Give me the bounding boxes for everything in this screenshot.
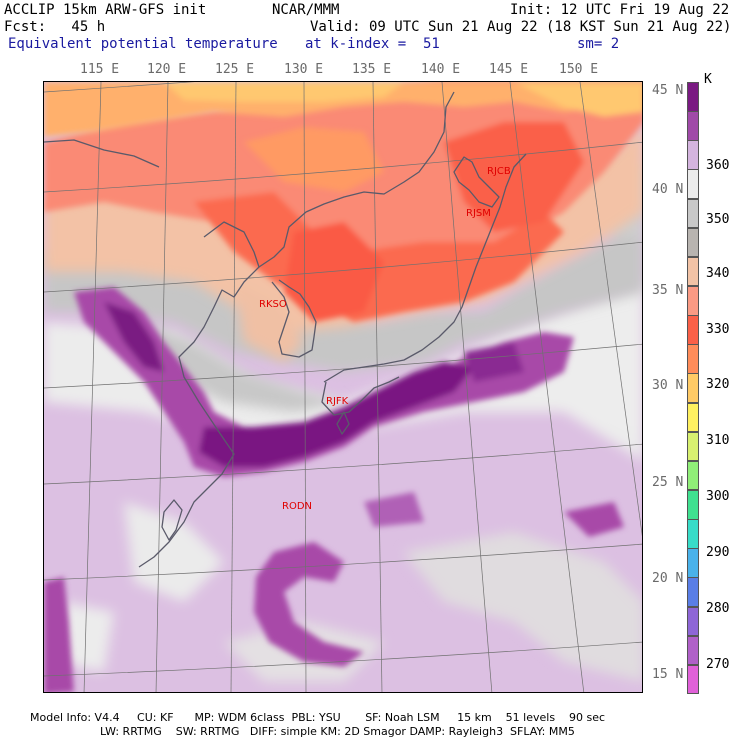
colorbar-label-340: 340 bbox=[706, 266, 730, 281]
model-title: ACCLIP 15km ARW-GFS init bbox=[4, 2, 207, 18]
map-panel: RJCB RJSM RKSO RJFK RODN bbox=[43, 81, 643, 693]
colorbar-swatch bbox=[687, 635, 699, 666]
colorbar-swatch bbox=[687, 460, 699, 491]
lon-label-150: 150 E bbox=[559, 62, 599, 77]
theta-e-field-map: RJCB RJSM RKSO RJFK RODN bbox=[44, 82, 642, 692]
colorbar-label-320: 320 bbox=[706, 377, 730, 392]
model-info-line1: Model Info: V4.4 CU: KF MP: WDM 6class P… bbox=[30, 711, 606, 724]
colorbar-swatch bbox=[687, 315, 699, 345]
smoothing-label: sm= 2 bbox=[577, 36, 620, 52]
colorbar-swatch bbox=[687, 256, 699, 287]
colorbar-swatch bbox=[687, 373, 699, 404]
lat-label-25: 25 N bbox=[652, 475, 684, 490]
valid-time: Valid: 09 UTC Sun 21 Aug 22 (18 KST Sun … bbox=[310, 19, 732, 35]
colorbar-swatch bbox=[687, 577, 699, 608]
colorbar-swatch bbox=[687, 490, 699, 520]
colorbar-swatch bbox=[687, 344, 699, 374]
colorbar-swatch bbox=[687, 140, 699, 170]
lat-label-20: 20 N bbox=[652, 571, 684, 586]
lon-label-145: 145 E bbox=[489, 62, 529, 77]
lat-label-40: 40 N bbox=[652, 182, 684, 197]
lon-label-130: 130 E bbox=[284, 62, 324, 77]
forecast-hour: Fcst: 45 h bbox=[4, 19, 106, 35]
field-name: Equivalent potential temperature bbox=[8, 36, 278, 52]
lat-label-45: 45 N bbox=[652, 83, 684, 98]
station-rjcb: RJCB bbox=[487, 166, 511, 177]
colorbar-label-300: 300 bbox=[706, 489, 730, 504]
colorbar-swatch bbox=[687, 227, 699, 258]
colorbar-swatch bbox=[687, 169, 699, 200]
colorbar-swatch bbox=[687, 198, 699, 229]
colorbar-label-290: 290 bbox=[706, 545, 730, 560]
station-rodn: RODN bbox=[282, 501, 312, 512]
lat-label-35: 35 N bbox=[652, 283, 684, 298]
colorbar-label-270: 270 bbox=[706, 657, 730, 672]
station-rkso: RKSO bbox=[259, 299, 287, 310]
lon-label-115: 115 E bbox=[80, 62, 120, 77]
lon-label-120: 120 E bbox=[147, 62, 187, 77]
model-info-line2: LW: RRTMG SW: RRTMG DIFF: simple KM: 2D … bbox=[100, 725, 575, 738]
init-time: Init: 12 UTC Fri 19 Aug 22 bbox=[510, 2, 730, 18]
lon-label-140: 140 E bbox=[421, 62, 461, 77]
colorbar-swatch bbox=[687, 519, 699, 549]
colorbar-label-360: 360 bbox=[706, 158, 730, 173]
level-label: at k-index = 51 bbox=[305, 36, 440, 52]
lat-label-15: 15 N bbox=[652, 667, 684, 682]
lon-label-135: 135 E bbox=[352, 62, 392, 77]
colorbar-swatch bbox=[687, 286, 699, 316]
colorbar-swatch bbox=[687, 664, 699, 695]
center-label: NCAR/MMM bbox=[272, 2, 340, 18]
colorbar-label-330: 330 bbox=[706, 322, 730, 337]
colorbar-label-350: 350 bbox=[706, 212, 730, 227]
station-rjfk: RJFK bbox=[326, 396, 349, 407]
hot-band bbox=[44, 82, 642, 192]
colorbar-unit: K bbox=[704, 72, 712, 87]
colorbar-label-280: 280 bbox=[706, 601, 730, 616]
colorbar-swatch bbox=[687, 548, 699, 578]
graticule bbox=[44, 82, 642, 692]
station-rjsm: RJSM bbox=[466, 208, 491, 219]
lon-label-125: 125 E bbox=[215, 62, 255, 77]
lat-label-30: 30 N bbox=[652, 378, 684, 393]
colorbar-swatch bbox=[687, 82, 699, 112]
colorbar-swatch bbox=[687, 402, 699, 433]
colorbar-swatch bbox=[687, 111, 699, 141]
colorbar-swatch bbox=[687, 606, 699, 637]
colorbar-label-310: 310 bbox=[706, 433, 730, 448]
colorbar-swatch bbox=[687, 431, 699, 462]
coastlines bbox=[44, 91, 527, 568]
